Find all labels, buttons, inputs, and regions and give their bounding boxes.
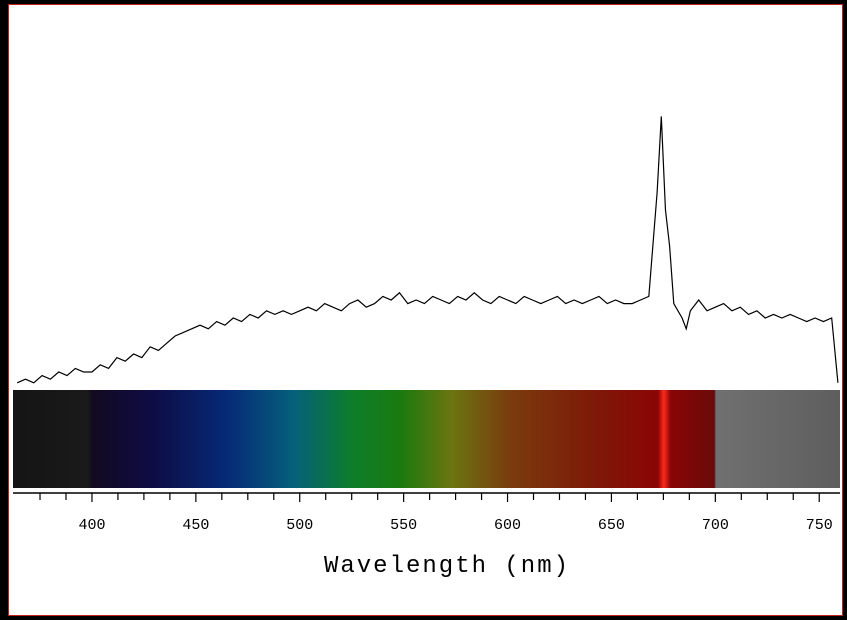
plot: 400 450 500 550 600 650 700 750 bbox=[16, 116, 839, 534]
plot-frame bbox=[8, 4, 843, 616]
x-tick-label: 550 bbox=[390, 517, 417, 534]
spectrum-line bbox=[16, 116, 839, 384]
spectrum-strip bbox=[13, 390, 840, 488]
x-tick-label: 500 bbox=[286, 517, 313, 534]
x-tick-label: 600 bbox=[494, 517, 521, 534]
x-tick-label: 700 bbox=[702, 517, 729, 534]
x-tick-label: 750 bbox=[806, 517, 833, 534]
x-tick-label: 400 bbox=[78, 517, 105, 534]
x-tick-label: 650 bbox=[598, 517, 625, 534]
x-axis-label: Wavelength (nm) bbox=[324, 553, 570, 580]
x-tick-label: 450 bbox=[182, 517, 209, 534]
